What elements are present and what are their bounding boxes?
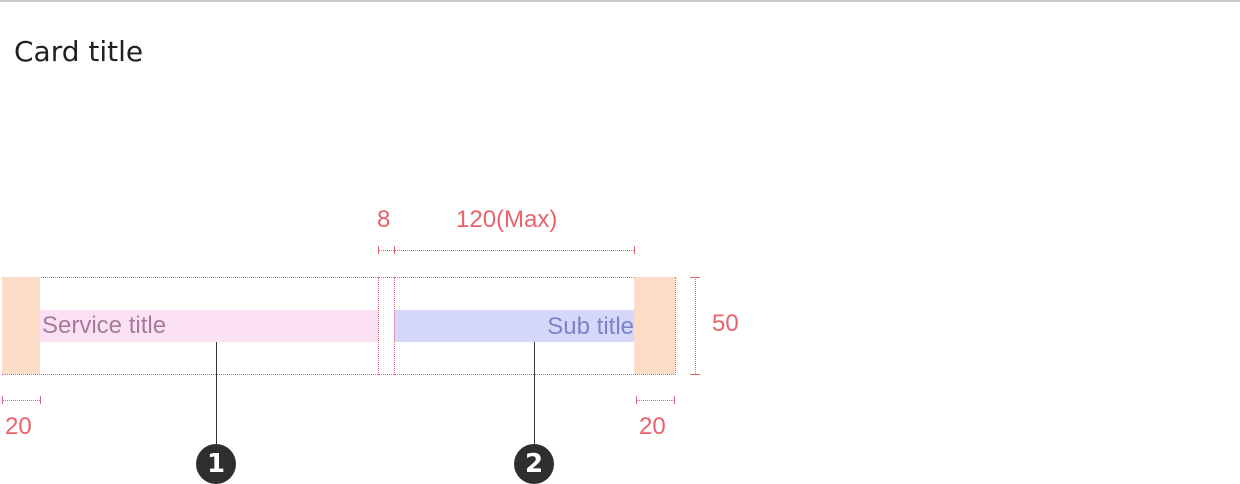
service-title-text: Service title	[42, 312, 167, 339]
left-padding-tick-b	[40, 396, 41, 404]
sub-title-text: Sub title	[547, 313, 634, 340]
height-dimension-line	[695, 277, 696, 374]
sub-max-dimension-line	[394, 250, 634, 251]
left-padding-dimension-line	[2, 400, 40, 401]
height-tick-bottom	[690, 374, 700, 375]
right-padding-area	[634, 277, 675, 374]
right-padding-tick-b	[674, 396, 675, 404]
callout-2-leader	[534, 342, 535, 446]
left-padding-measure-label: 20	[5, 413, 32, 440]
sub-max-tick-right	[634, 246, 635, 254]
gap-measure-label: 8	[377, 206, 391, 233]
sub-title-area	[394, 310, 634, 342]
callout-1-marker: 1	[196, 444, 236, 484]
page-title: Card title	[14, 35, 144, 68]
height-measure-label: 50	[712, 310, 739, 337]
right-padding-measure-label: 20	[639, 413, 666, 440]
service-title-area	[40, 310, 378, 342]
callout-1-leader	[216, 342, 217, 446]
top-divider	[0, 0, 1240, 2]
right-padding-dimension-line	[636, 400, 674, 401]
sub-max-measure-label: 120(Max)	[456, 206, 558, 233]
gap-dimension-line	[378, 250, 394, 251]
callout-2-marker: 2	[514, 444, 554, 484]
gap-guide-left	[378, 277, 379, 375]
gap-guide-right	[394, 277, 395, 375]
left-padding-area	[2, 277, 40, 374]
